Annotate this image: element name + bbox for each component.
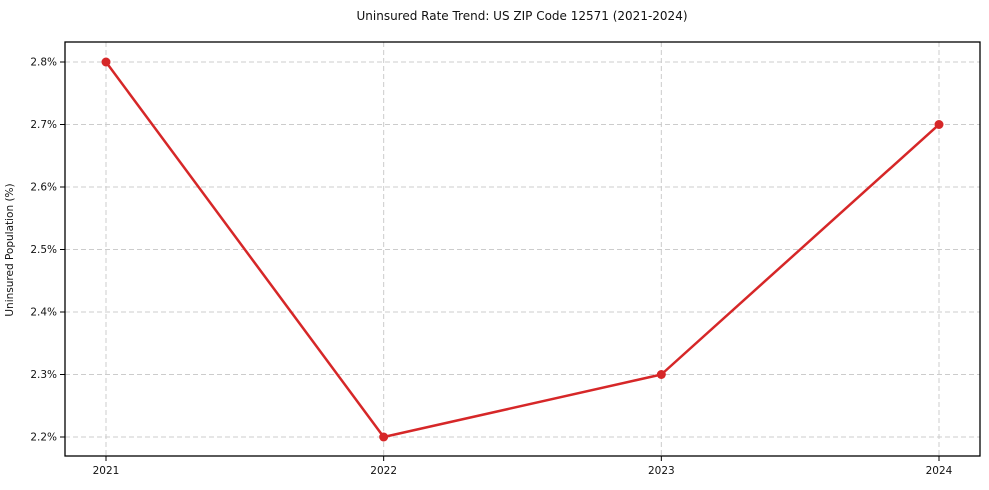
y-tick-label: 2.8%: [30, 57, 57, 69]
plot-area: 2.2% 2.3% 2.4% 2.5% 2.6% 2.7% 2.8% 2021 2022 2023…: [30, 41, 981, 477]
y-tick-label: 2.7%: [30, 119, 57, 131]
y-tick-label: 2.5%: [30, 244, 57, 256]
y-tick-label: 2.3%: [30, 369, 57, 381]
data-point-marker: [656, 370, 666, 379]
plot-border: [64, 41, 981, 457]
chart-title: Uninsured Rate Trend: US ZIP Code 12571 …: [356, 9, 687, 23]
x-tick-label: 2022: [370, 465, 397, 477]
y-axis-label: Uninsured Population (%): [4, 183, 16, 316]
y-tick-label: 2.6%: [30, 182, 57, 194]
data-point-marker: [379, 432, 389, 442]
y-tick-label: 2.4%: [30, 307, 57, 319]
x-tick-label: 2024: [926, 465, 953, 477]
trend-line: [104, 60, 941, 439]
x-tick-label: 2021: [93, 465, 120, 477]
x-tick-label: 2023: [648, 465, 675, 477]
data-point-marker: [934, 120, 944, 129]
data-point-marker: [101, 57, 111, 67]
y-tick-label: 2.2%: [30, 432, 57, 444]
